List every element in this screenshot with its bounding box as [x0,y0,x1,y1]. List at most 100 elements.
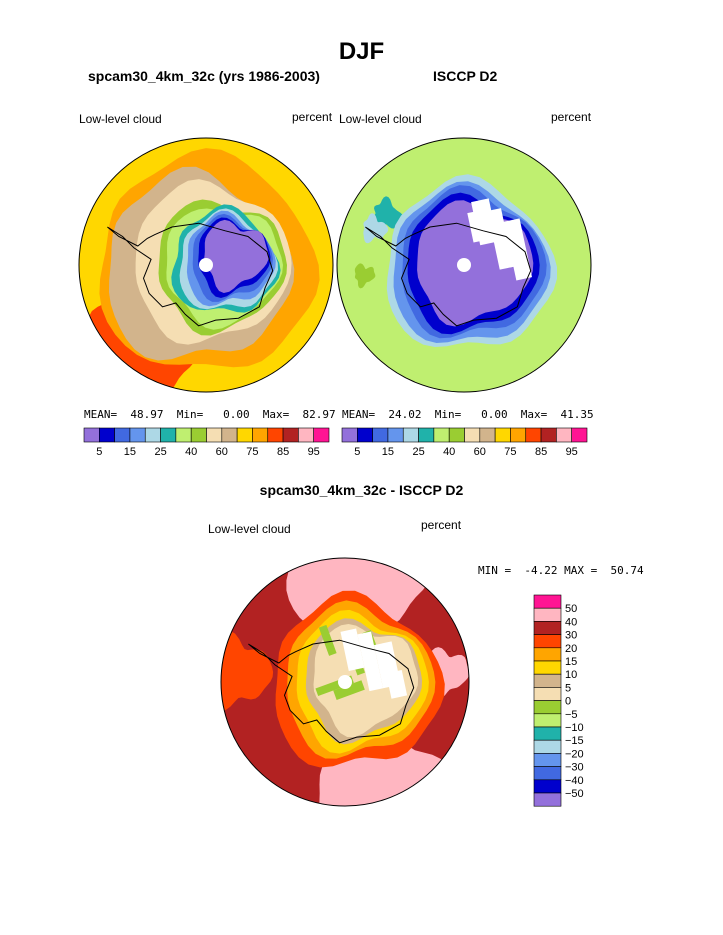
colorbar3-tick-label: −15 [565,735,584,747]
colorbar1-swatch [206,427,223,443]
map1-core [204,219,269,293]
colorbar2-swatch [433,427,450,443]
colorbar3-tick-label: 0 [565,696,571,708]
difference-units: percent [421,518,462,532]
colorbar1-tick-label: 5 [96,446,102,458]
colorbar2-swatch [571,427,588,443]
map-difference [221,558,469,806]
colorbar2-swatch [372,427,389,443]
colorbar2-swatch [525,427,542,443]
colorbar1-swatch [252,427,269,443]
colorbar3-tick-label: 30 [565,630,577,642]
colorbar3-swatch [533,713,562,728]
map2-coastline [365,222,532,327]
panel2-variable-label: Low-level cloud [339,112,422,126]
map1-outline [78,137,334,393]
colorbar1-swatch [83,427,100,443]
colorbar3-tick-label: 20 [565,643,577,655]
colorbar1-swatch [129,427,146,443]
colorbar2-swatch [494,427,511,443]
colorbar3-swatch [533,687,562,701]
colorbar1-swatch [160,427,177,443]
map3-missing-data [386,669,408,699]
map3-region-negative [318,624,337,656]
colorbar1-swatch [236,427,253,443]
colorbar3-tick-label: 50 [565,603,577,615]
colorbar1-tick-label: 60 [216,446,228,458]
colorbar3-swatch [533,647,562,662]
map2-pole-mask [457,258,471,272]
colorbar1-swatch [114,427,131,443]
panel1-units: percent [292,110,333,124]
map3-region-negative [333,680,365,700]
colorbar3-swatch [533,792,562,807]
colorbar1-swatch [175,427,192,443]
difference-title: spcam30_4km_32c - ISCCP D2 [259,482,464,498]
colorbar2-swatch [387,427,404,443]
panel2-units: percent [551,110,592,124]
colorbar2-tick-label: 15 [382,446,394,458]
colorbar3-swatch [533,594,562,609]
panel2-title: ISCCP D2 [433,68,498,84]
map1-pole-mask [199,258,213,272]
colorbar3-swatch [533,726,562,741]
panel2-stats: MEAN= 24.02 Min= 0.00 Max= 41.35 [342,408,594,421]
colorbar3-swatch [533,766,562,781]
colorbar1-tick-label: 40 [185,446,197,458]
colorbar3-tick-label: −10 [565,722,584,734]
colorbar3-swatch [533,739,562,754]
colorbar3-tick-label: −50 [565,788,584,800]
colorbar2-swatch [357,427,373,443]
colorbar3-swatch [533,621,562,635]
colorbar3-tick-label: −40 [565,775,584,787]
colorbar1-swatch [144,427,161,443]
colorbar1-tick-label: 25 [154,446,166,458]
colorbar2-tick-label: 85 [535,446,547,458]
colorbar1-swatch [313,427,330,443]
colorbar3-swatch [533,673,562,688]
map2-missing-data [467,211,484,243]
colorbar2-swatch [418,427,435,443]
colorbar3-tick-label: −30 [565,762,584,774]
colorbar1-tick-label: 85 [277,446,289,458]
map2-outline [336,137,592,393]
colorbar2-swatch [464,427,481,443]
panel1-variable-label: Low-level cloud [79,112,162,126]
panel1-stats: MEAN= 48.97 Min= 0.00 Max= 82.97 [84,408,336,421]
panel1-title: spcam30_4km_32c (yrs 1986-2003) [88,68,320,84]
map-model [79,138,333,392]
colorbar2-tick-label: 75 [504,446,516,458]
colorbar1-tick-label: 15 [124,446,136,458]
colorbar2-swatch [402,427,419,443]
colorbar2-tick-label: 60 [474,446,486,458]
colorbar1-swatch [298,427,314,443]
map2-region-mid [363,213,389,244]
colorbar3-swatch [533,700,562,715]
colorbar2-swatch [510,427,527,443]
colorbar3-tick-label: 10 [565,669,577,681]
colorbar3-tick-label: −5 [565,709,578,721]
colorbar1-swatch [221,427,238,443]
colorbar3-tick-label: 15 [565,656,577,668]
map1-coastline [107,222,274,327]
colorbar2-tick-label: 5 [354,446,360,458]
map3-region-pink [286,558,433,629]
map2-region-mid [371,196,404,229]
colorbar3-tick-label: −20 [565,748,584,760]
colorbar1-swatch [99,427,115,443]
colorbar3-swatch [533,607,562,622]
map3-missing-data [357,631,384,692]
map3-outline [220,557,470,807]
colorbar2-swatch [540,427,557,443]
colorbar1-tick-label: 95 [308,446,320,458]
colorbar3-swatch [533,779,562,794]
colorbar3-tick-label: 5 [565,682,571,694]
map-observed [337,138,591,392]
colorbar1-swatch [282,427,299,443]
colorbar2-tick-label: 25 [412,446,424,458]
difference-minmax: MIN = -4.22 MAX = 50.74 [478,564,644,577]
colorbar2-swatch [448,427,465,443]
colorbar3-swatch [533,634,562,649]
colorbar2-swatch [341,427,358,443]
